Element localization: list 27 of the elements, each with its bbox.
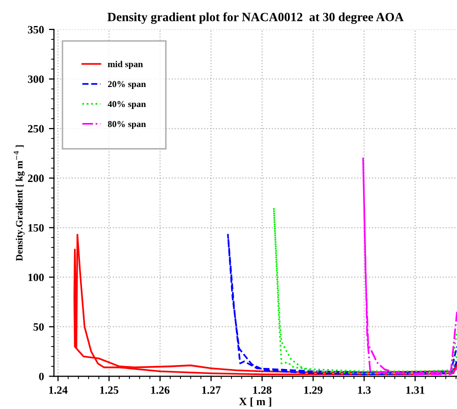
chart-title: Density gradient plot for NACA0012 at 30 degree AOA [107, 12, 404, 24]
legend-label: 80% span [108, 121, 146, 129]
x-tick-label: 1.31 [406, 386, 424, 394]
y-tick-label: 200 [28, 174, 44, 182]
x-tick-label: 1.24 [49, 386, 68, 394]
line-series [74, 234, 457, 376]
legend-label: 40% span [108, 101, 146, 109]
y-tick-label: 350 [28, 26, 44, 34]
y-tick-label: 300 [28, 75, 44, 83]
y-tick-label: 250 [28, 125, 44, 133]
line-series [272, 206, 457, 374]
legend-label: 20% span [108, 81, 146, 89]
x-tick-label: 1.3 [358, 386, 371, 394]
x-tick-label: 1.25 [100, 386, 118, 394]
x-tick-label: 1.26 [151, 386, 170, 394]
y-axis-title: Density.Gradient [ kg m$^{−4}$ ] [14, 145, 25, 261]
y-tick-label: 50 [34, 323, 44, 331]
line-series [362, 157, 457, 376]
legend-label: mid span [108, 60, 143, 69]
x-tick-label: 1.28 [253, 386, 272, 394]
y-tick-label: 100 [28, 274, 44, 282]
x-tick-label: 1.27 [202, 386, 221, 394]
y-tick-label: 0 [39, 372, 44, 380]
x-tick-label: 1.29 [304, 386, 322, 394]
line-series [227, 234, 457, 376]
y-tick-label: 150 [28, 224, 44, 232]
x-axis-title: X [ m ] [239, 397, 272, 407]
